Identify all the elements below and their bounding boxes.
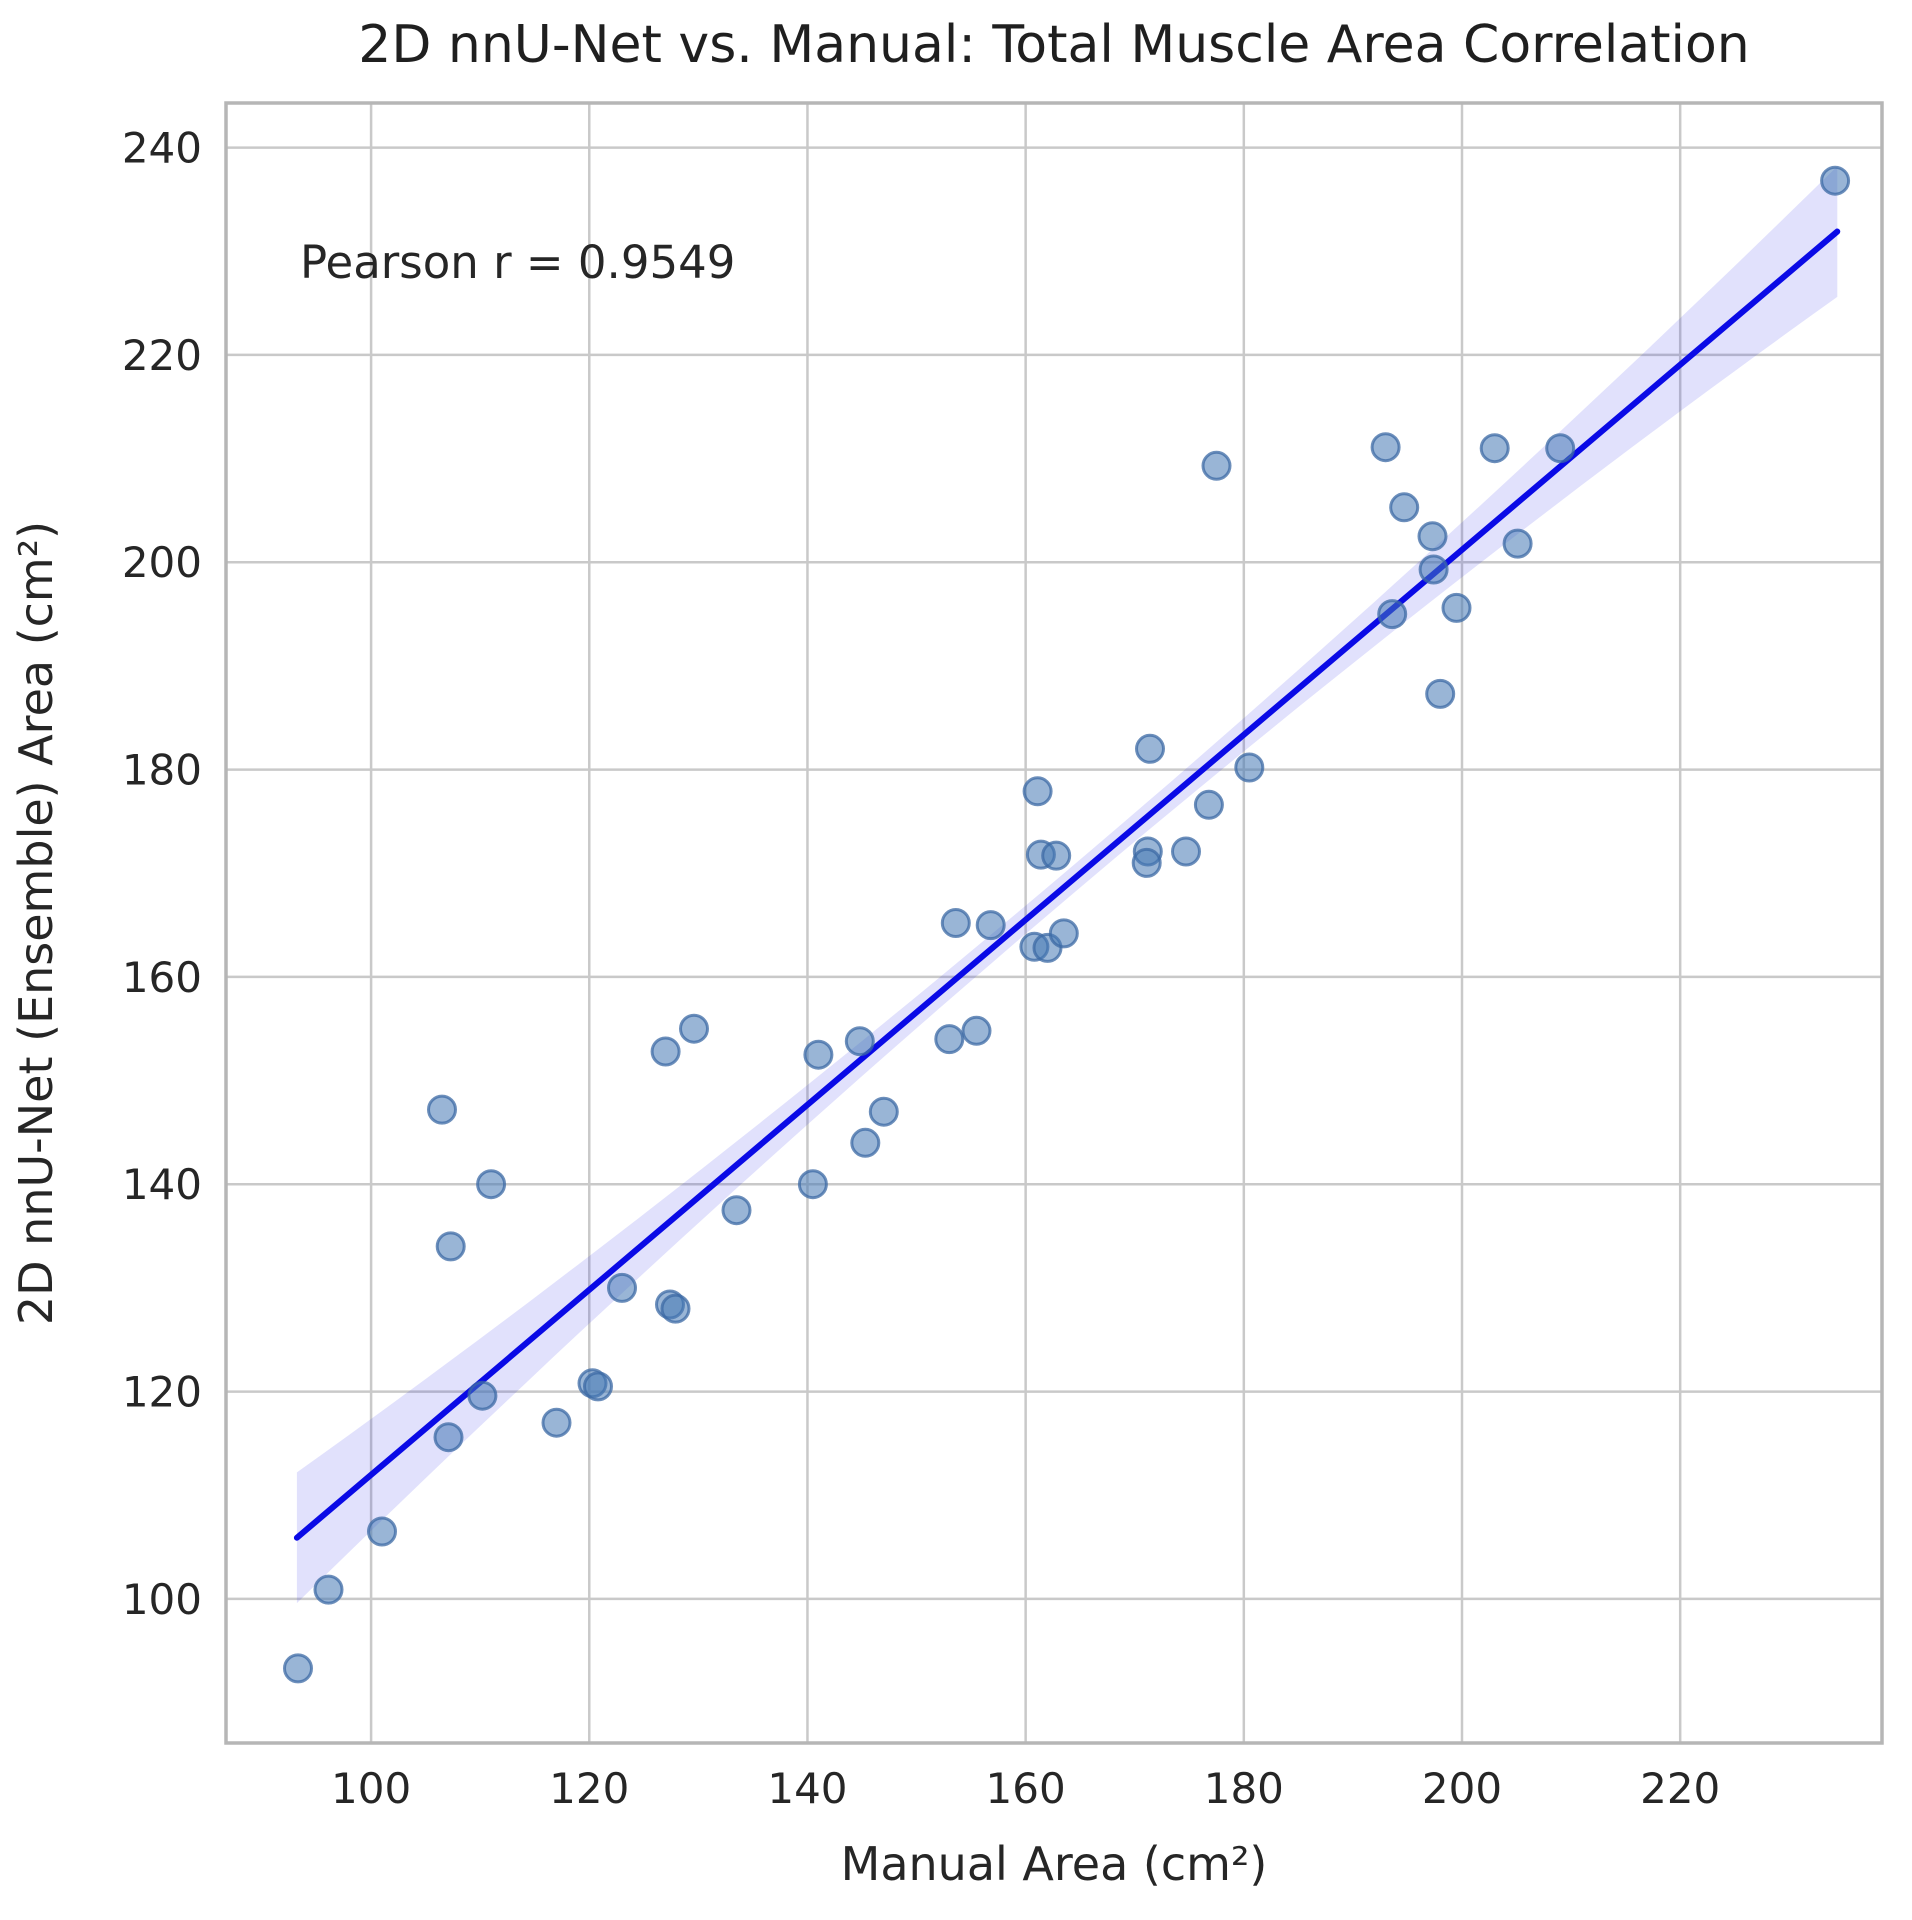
data-point-45 <box>1425 678 1456 709</box>
data-point-32 <box>1135 733 1165 764</box>
data-point-14 <box>650 1036 681 1067</box>
data-point-44 <box>1441 592 1472 623</box>
data-point-2 <box>367 1516 397 1547</box>
y-axis-label: 2D nnU-Net (Ensemble) Area (cm²) <box>9 521 63 1325</box>
chart-title: 2D nnU-Net vs. Manual: Total Muscle Area… <box>358 15 1750 75</box>
scatter-points <box>283 165 1851 1684</box>
data-point-40 <box>1389 492 1420 523</box>
data-point-39 <box>1370 432 1401 463</box>
data-point-31 <box>1022 776 1053 807</box>
data-point-18 <box>803 1039 834 1070</box>
data-point-22 <box>934 1024 965 1055</box>
data-point-37 <box>1234 752 1265 783</box>
plot-border <box>224 101 1884 1745</box>
data-point-21 <box>850 1127 881 1158</box>
gridlines <box>226 103 1882 1743</box>
regression-line <box>293 228 1841 1541</box>
pearson-annotation: Pearson r = 0.9549 <box>300 236 735 289</box>
data-point-25 <box>975 910 1006 941</box>
tick-labels: 100 120 140 160 180 200 220 100 120 140 160 180 200 2… <box>122 124 1720 1813</box>
data-point-36 <box>1193 789 1224 820</box>
data-point-43 <box>1377 599 1408 630</box>
y-tick-220: 220 <box>122 331 202 380</box>
y-tick-100: 100 <box>122 1575 202 1624</box>
data-point-28 <box>1048 918 1079 949</box>
data-point-11 <box>607 1272 637 1303</box>
y-tick-140: 140 <box>122 1160 202 1209</box>
x-tick-100: 100 <box>331 1764 411 1813</box>
data-point-35 <box>1171 836 1201 867</box>
data-point-7 <box>583 1371 613 1402</box>
data-point-46 <box>1502 528 1533 559</box>
data-point-10 <box>435 1231 466 1262</box>
data-point-3 <box>433 1422 464 1453</box>
data-point-9 <box>476 1169 507 1200</box>
axes-spines <box>224 101 1884 1745</box>
data-point-5 <box>541 1407 572 1438</box>
x-tick-120: 120 <box>549 1764 629 1813</box>
y-tick-240: 240 <box>122 124 202 173</box>
y-tick-180: 180 <box>122 746 202 795</box>
x-tick-200: 200 <box>1422 1764 1502 1813</box>
y-tick-200: 200 <box>122 538 202 587</box>
fit-line <box>293 228 1841 1541</box>
data-point-16 <box>721 1195 752 1226</box>
data-point-4 <box>467 1380 498 1411</box>
data-point-15 <box>679 1013 709 1044</box>
data-point-38 <box>1201 450 1232 481</box>
data-point-0 <box>283 1653 313 1684</box>
data-point-24 <box>940 908 971 938</box>
data-point-42 <box>1418 554 1449 585</box>
data-point-47 <box>1479 433 1510 464</box>
data-point-8 <box>427 1094 457 1125</box>
x-tick-180: 180 <box>1204 1764 1284 1813</box>
x-tick-160: 160 <box>986 1764 1066 1813</box>
data-point-1 <box>313 1574 344 1605</box>
data-point-19 <box>844 1026 875 1057</box>
data-point-48 <box>1545 433 1576 464</box>
x-tick-140: 140 <box>767 1764 847 1813</box>
x-axis-label: Manual Area (cm²) <box>841 1837 1268 1891</box>
data-point-23 <box>961 1015 992 1046</box>
data-point-20 <box>868 1096 899 1127</box>
y-tick-120: 120 <box>122 1368 202 1417</box>
data-point-34 <box>1131 847 1162 878</box>
x-tick-220: 220 <box>1640 1764 1720 1813</box>
y-tick-160: 160 <box>122 953 202 1002</box>
data-point-13 <box>660 1293 691 1324</box>
data-point-30 <box>1041 840 1072 871</box>
data-point-49 <box>1820 165 1851 196</box>
data-point-17 <box>797 1169 828 1200</box>
data-point-41 <box>1417 521 1448 552</box>
